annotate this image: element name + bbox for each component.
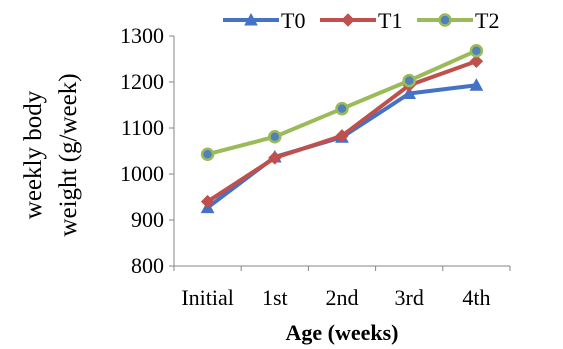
- series-T2: [200, 43, 484, 161]
- x-tick-label: 2nd: [326, 285, 359, 310]
- data-point: [200, 147, 215, 161]
- data-point: [268, 151, 282, 165]
- x-tick-label: 3rd: [395, 285, 424, 310]
- legend-marker: [438, 13, 452, 27]
- data-point: [335, 101, 349, 116]
- legend-marker: [341, 13, 355, 27]
- data-point: [469, 54, 484, 69]
- x-tick-label: 4th: [462, 285, 490, 310]
- data-point: [469, 43, 484, 58]
- x-axis-ticks: Initial 1st 2nd 3rd 4th: [173, 266, 511, 310]
- y-tick-label: 1200: [120, 69, 164, 94]
- legend-label: T2: [475, 8, 499, 33]
- series-T1: [200, 54, 484, 209]
- data-point: [200, 194, 215, 209]
- axes: [173, 36, 510, 267]
- x-tick-label: 1st: [262, 285, 288, 310]
- legend-item: T2: [417, 8, 499, 33]
- series-layer: [200, 43, 484, 214]
- x-axis-title: Age (weeks): [285, 320, 398, 345]
- y-tick-label: 900: [131, 207, 164, 232]
- legend-item: T0: [223, 8, 305, 33]
- y-axis-title: weekly body weight (g/week): [20, 73, 82, 236]
- data-point: [268, 129, 282, 144]
- legend-item: T1: [320, 8, 402, 33]
- data-point: [335, 129, 349, 143]
- legend-label: T1: [378, 8, 402, 33]
- x-tick-label: Initial: [181, 285, 234, 310]
- legend-label: T0: [281, 8, 305, 33]
- data-point: [469, 78, 484, 91]
- legend-marker: [244, 12, 258, 26]
- y-tick-label: 1100: [121, 115, 164, 140]
- y-tick-label: 800: [131, 253, 164, 278]
- y-tick-label: 1300: [120, 23, 164, 48]
- y-axis-title-line-1: weekly body: [20, 90, 47, 219]
- y-axis-ticks: 800 900 1000 1100 1200 1300: [120, 23, 174, 278]
- y-tick-label: 1000: [120, 161, 164, 186]
- data-point: [402, 73, 416, 88]
- data-point: [402, 86, 417, 99]
- y-axis-title-line-2: weight (g/week): [55, 73, 82, 236]
- legend: T0 T1 T2: [223, 8, 499, 33]
